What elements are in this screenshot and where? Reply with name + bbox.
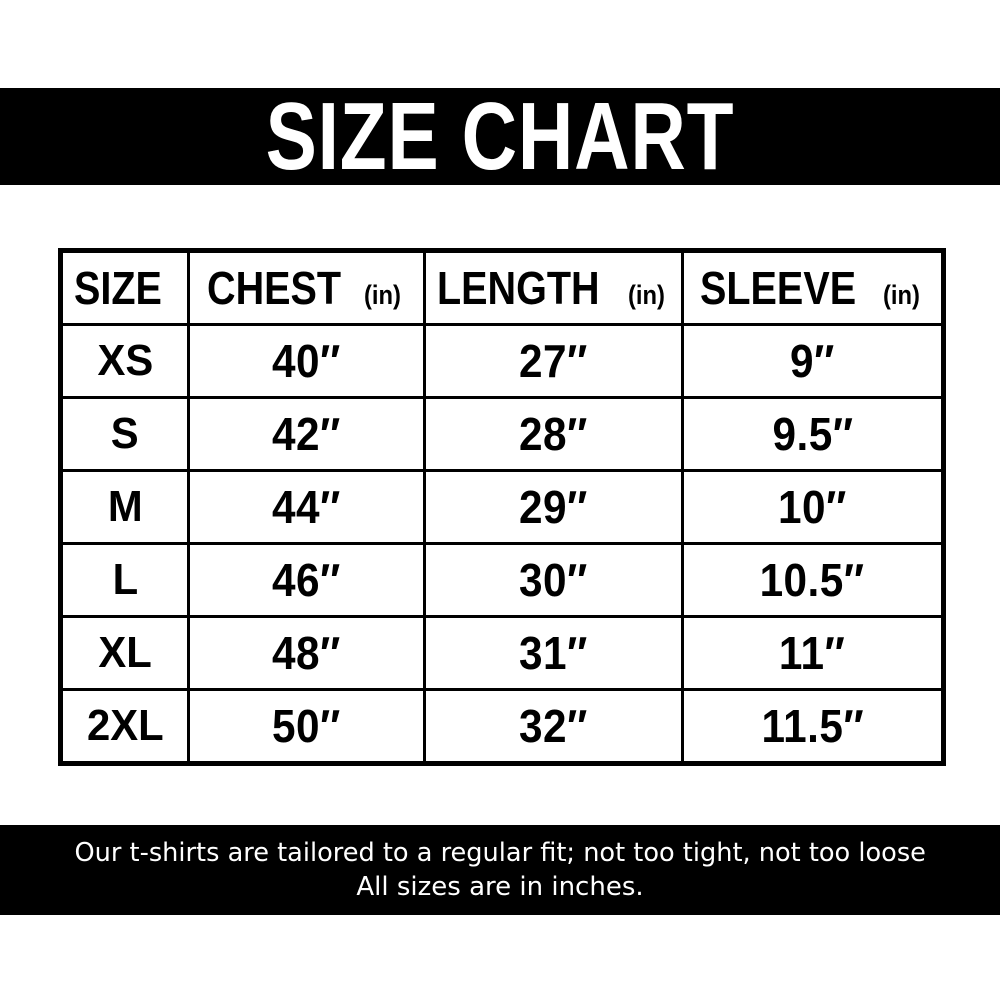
chest-value: 48″: [272, 627, 341, 679]
column-header-length: LENGTH (in): [423, 250, 684, 326]
column-header-length-unit: (in): [628, 280, 666, 310]
sleeve-value: 11″: [779, 627, 846, 679]
length-value: 30″: [519, 554, 588, 606]
size-chart-table: SIZE CHEST (in) LENGTH (in): [58, 248, 946, 766]
sleeve-value: 9″: [790, 335, 835, 387]
column-header-chest: CHEST (in): [187, 250, 426, 326]
sleeve-value: 11.5″: [761, 700, 864, 752]
cell-chest: 44″: [187, 469, 426, 545]
cell-size: 2XL: [60, 688, 190, 764]
cell-size: XL: [60, 615, 190, 691]
sleeve-value: 10.5″: [760, 554, 865, 606]
footer-note-units: All sizes are in inches.: [356, 872, 644, 902]
cell-chest: 48″: [187, 615, 426, 691]
cell-chest: 50″: [187, 688, 426, 764]
cell-length: 30″: [423, 542, 684, 618]
length-value: 27″: [519, 335, 588, 387]
length-value: 28″: [519, 408, 588, 460]
size-label: XL: [98, 628, 152, 677]
column-header-length-label: LENGTH: [436, 262, 600, 314]
length-value: 31″: [519, 627, 588, 679]
column-header-size-label: SIZE: [73, 262, 162, 314]
table-row: XL 48″ 31″ 11″: [60, 615, 944, 691]
table-row: M 44″ 29″ 10″: [60, 469, 944, 545]
cell-sleeve: 9″: [681, 323, 944, 399]
column-header-sleeve-label: SLEEVE: [699, 262, 856, 314]
cell-sleeve: 9.5″: [681, 396, 944, 472]
title-bar: SIZE CHART: [0, 88, 1000, 185]
cell-chest: 42″: [187, 396, 426, 472]
chest-value: 50″: [272, 700, 341, 752]
cell-sleeve: 10.5″: [681, 542, 944, 618]
column-header-chest-unit: (in): [364, 280, 402, 310]
cell-length: 31″: [423, 615, 684, 691]
cell-length: 29″: [423, 469, 684, 545]
table-row: L 46″ 30″ 10.5″: [60, 542, 944, 618]
table-header-row: SIZE CHEST (in) LENGTH (in): [60, 250, 944, 326]
cell-chest: 40″: [187, 323, 426, 399]
page-title: SIZE CHART: [265, 82, 735, 190]
size-label: 2XL: [86, 701, 164, 750]
table-header: SIZE CHEST (in) LENGTH (in): [60, 250, 944, 326]
cell-sleeve: 10″: [681, 469, 944, 545]
cell-size: XS: [60, 323, 190, 399]
cell-sleeve: 11.5″: [681, 688, 944, 764]
column-header-sleeve-unit: (in): [883, 280, 921, 310]
size-label: S: [111, 409, 139, 458]
length-value: 29″: [519, 481, 588, 533]
cell-length: 27″: [423, 323, 684, 399]
column-header-sleeve: SLEEVE (in): [681, 250, 944, 326]
column-header-size: SIZE: [60, 250, 190, 326]
chest-value: 44″: [272, 481, 341, 533]
cell-size: L: [60, 542, 190, 618]
cell-sleeve: 11″: [681, 615, 944, 691]
chest-value: 40″: [272, 335, 341, 387]
size-label: M: [107, 482, 143, 531]
sleeve-value: 9.5″: [772, 408, 853, 460]
table-row: S 42″ 28″ 9.5″: [60, 396, 944, 472]
size-label: XS: [97, 336, 153, 385]
size-label: L: [112, 555, 138, 604]
footer-note-fit: Our t-shirts are tailored to a regular f…: [74, 838, 926, 868]
table-body: XS 40″ 27″ 9″ S 42″ 28″ 9.5″ M 44″ 29″ 1…: [60, 323, 944, 764]
cell-size: S: [60, 396, 190, 472]
chest-value: 46″: [272, 554, 341, 606]
cell-size: M: [60, 469, 190, 545]
footer-bar: Our t-shirts are tailored to a regular f…: [0, 825, 1000, 915]
table-row: XS 40″ 27″ 9″: [60, 323, 944, 399]
chest-value: 42″: [272, 408, 341, 460]
cell-chest: 46″: [187, 542, 426, 618]
cell-length: 28″: [423, 396, 684, 472]
column-header-chest-label: CHEST: [206, 262, 341, 314]
table-row: 2XL 50″ 32″ 11.5″: [60, 688, 944, 764]
sleeve-value: 10″: [778, 481, 847, 533]
length-value: 32″: [519, 700, 588, 752]
cell-length: 32″: [423, 688, 684, 764]
